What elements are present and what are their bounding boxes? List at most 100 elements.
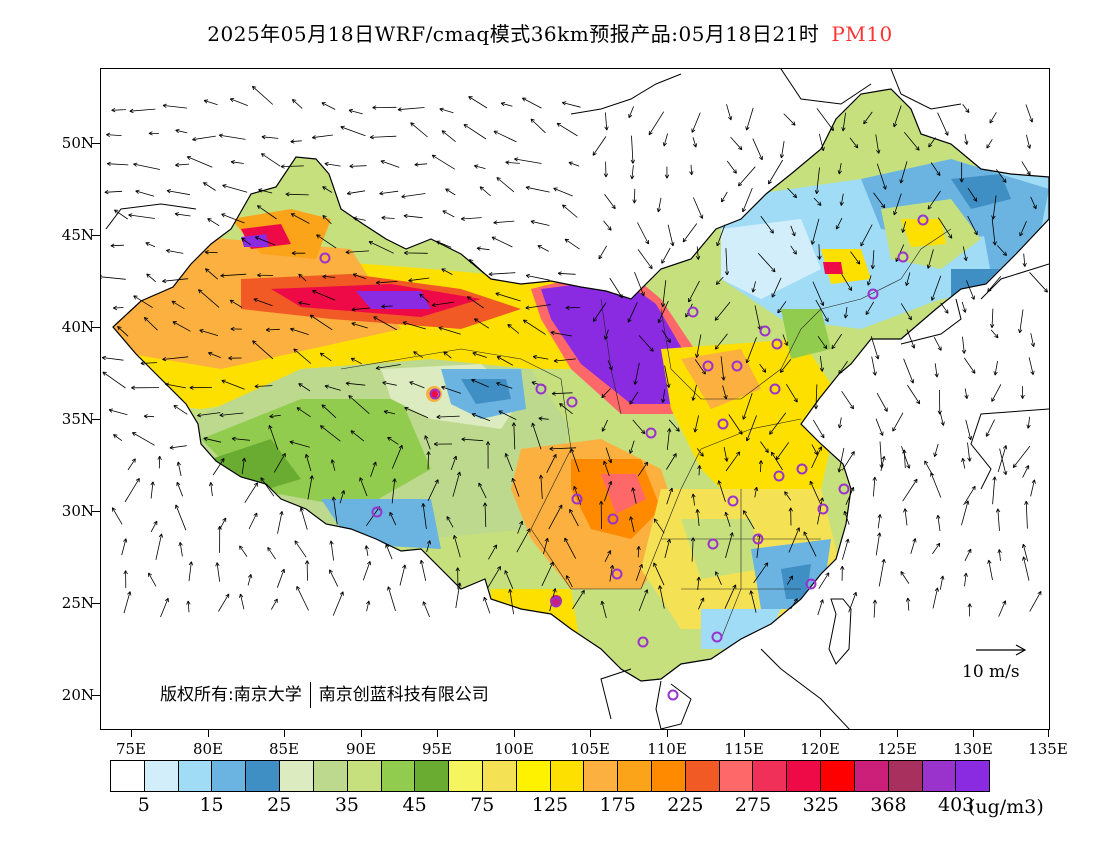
- coastlines: [105, 69, 1049, 729]
- wind-arrow: [290, 213, 310, 224]
- wind-arrow: [413, 351, 424, 359]
- wind-arrow: [903, 508, 908, 526]
- wind-arrow: [991, 195, 997, 220]
- wind-arrow: [346, 190, 366, 196]
- lon-tick-7: [667, 730, 668, 737]
- wind-arrow: [218, 593, 230, 612]
- wind-arrow: [375, 280, 398, 285]
- wind-arrow: [786, 383, 798, 403]
- wind-arrow: [934, 363, 939, 378]
- wind-arrow: [865, 301, 875, 316]
- wind-arrow: [522, 319, 546, 335]
- city-marker: [687, 306, 699, 318]
- wind-arrow: [375, 364, 401, 371]
- wind-arrow: [441, 385, 462, 394]
- wind-arrow: [277, 511, 284, 534]
- wind-arrow: [933, 337, 942, 351]
- wind-arrow: [537, 245, 549, 252]
- wind-arrow: [843, 307, 849, 319]
- city-marker: [607, 513, 619, 525]
- wind-arrow: [207, 218, 220, 227]
- lat-label-45n: 45N: [61, 226, 94, 244]
- wind-arrow: [186, 156, 213, 168]
- lon-label-105e: 105E: [570, 740, 610, 758]
- wind-arrow: [402, 321, 426, 330]
- wind-arrow: [127, 458, 136, 471]
- wind-arrow: [835, 217, 843, 230]
- legend-swatch-17: [685, 761, 720, 791]
- wind-arrow: [101, 355, 124, 361]
- wind-arrow: [175, 128, 188, 134]
- wind-arrow: [260, 477, 275, 497]
- wind-arrow: [873, 192, 886, 209]
- lon-label-75e: 75E: [115, 740, 147, 758]
- wind-arrow: [605, 447, 613, 464]
- wind-arrow: [926, 249, 934, 269]
- wind-arrow: [666, 453, 677, 470]
- legend-swatch-19: [753, 761, 788, 791]
- lon-label-115e: 115E: [724, 740, 764, 758]
- legend-label-35: 35: [334, 794, 360, 816]
- wind-arrow: [564, 537, 577, 559]
- wind-arrow: [294, 540, 307, 558]
- wind-arrow: [812, 419, 825, 439]
- wind-arrow: [1022, 253, 1027, 267]
- wind-arrow: [410, 122, 428, 138]
- wind-arrow: [186, 600, 191, 613]
- wind-arrow: [1022, 465, 1030, 478]
- wind-arrow: [1022, 543, 1029, 562]
- wind-arrow: [1028, 357, 1035, 375]
- wind-arrow: [228, 355, 242, 361]
- city-marker: [838, 483, 850, 495]
- legend-swatch-0: [111, 761, 145, 791]
- wind-arrow: [751, 281, 756, 293]
- wind-arrow: [345, 381, 366, 386]
- lon-tick-9: [820, 730, 821, 737]
- wind-arrow: [452, 535, 461, 558]
- wind-arrow: [349, 164, 367, 169]
- wind-arrow: [129, 108, 156, 114]
- wind-arrow: [178, 541, 183, 557]
- city-marker: [752, 533, 764, 545]
- wind-arrow: [697, 465, 702, 476]
- wind-arrow: [192, 135, 216, 142]
- wind-arrow: [653, 518, 665, 534]
- wind-arrow: [370, 461, 377, 477]
- wind-arrow: [668, 419, 680, 432]
- wind-arrow: [819, 355, 825, 372]
- wind-arrow: [928, 137, 936, 148]
- wind-arrow: [329, 540, 334, 561]
- wind-arrow: [966, 280, 975, 300]
- legend-swatch-23: [888, 761, 923, 791]
- wind-arrow: [143, 414, 155, 419]
- wind-arrow: [695, 508, 700, 527]
- lon-tick-6: [590, 730, 591, 737]
- wind-arrow: [436, 414, 460, 420]
- wind-arrow: [664, 538, 671, 558]
- wind-arrow: [629, 391, 639, 405]
- wind-arrow: [304, 453, 312, 472]
- wind-arrow: [817, 244, 822, 260]
- wind-arrow: [600, 600, 607, 619]
- wind-arrow: [1018, 309, 1024, 334]
- legend-label-15: 15: [199, 794, 224, 816]
- wind-arrow: [1030, 196, 1037, 210]
- wind-arrow: [133, 162, 160, 170]
- wind-arrow: [870, 250, 875, 270]
- pollutant-label: PM10: [831, 22, 893, 46]
- wind-arrow: [962, 246, 968, 262]
- wind-arrow: [758, 253, 776, 273]
- wind-arrow: [1021, 161, 1031, 176]
- wind-arrow: [322, 186, 333, 193]
- wind-arrow: [403, 213, 423, 219]
- wind-arrow: [721, 191, 728, 203]
- wind-arrow: [433, 441, 453, 447]
- wind-arrow: [197, 412, 221, 418]
- wind-arrow: [838, 360, 848, 375]
- legend-swatch-13: [550, 761, 585, 791]
- lat-tick-6: [92, 695, 101, 696]
- wind-arrow: [723, 447, 729, 462]
- wind-arrow: [631, 487, 637, 504]
- wind-arrow: [124, 477, 140, 503]
- legend-swatch-6: [313, 761, 348, 791]
